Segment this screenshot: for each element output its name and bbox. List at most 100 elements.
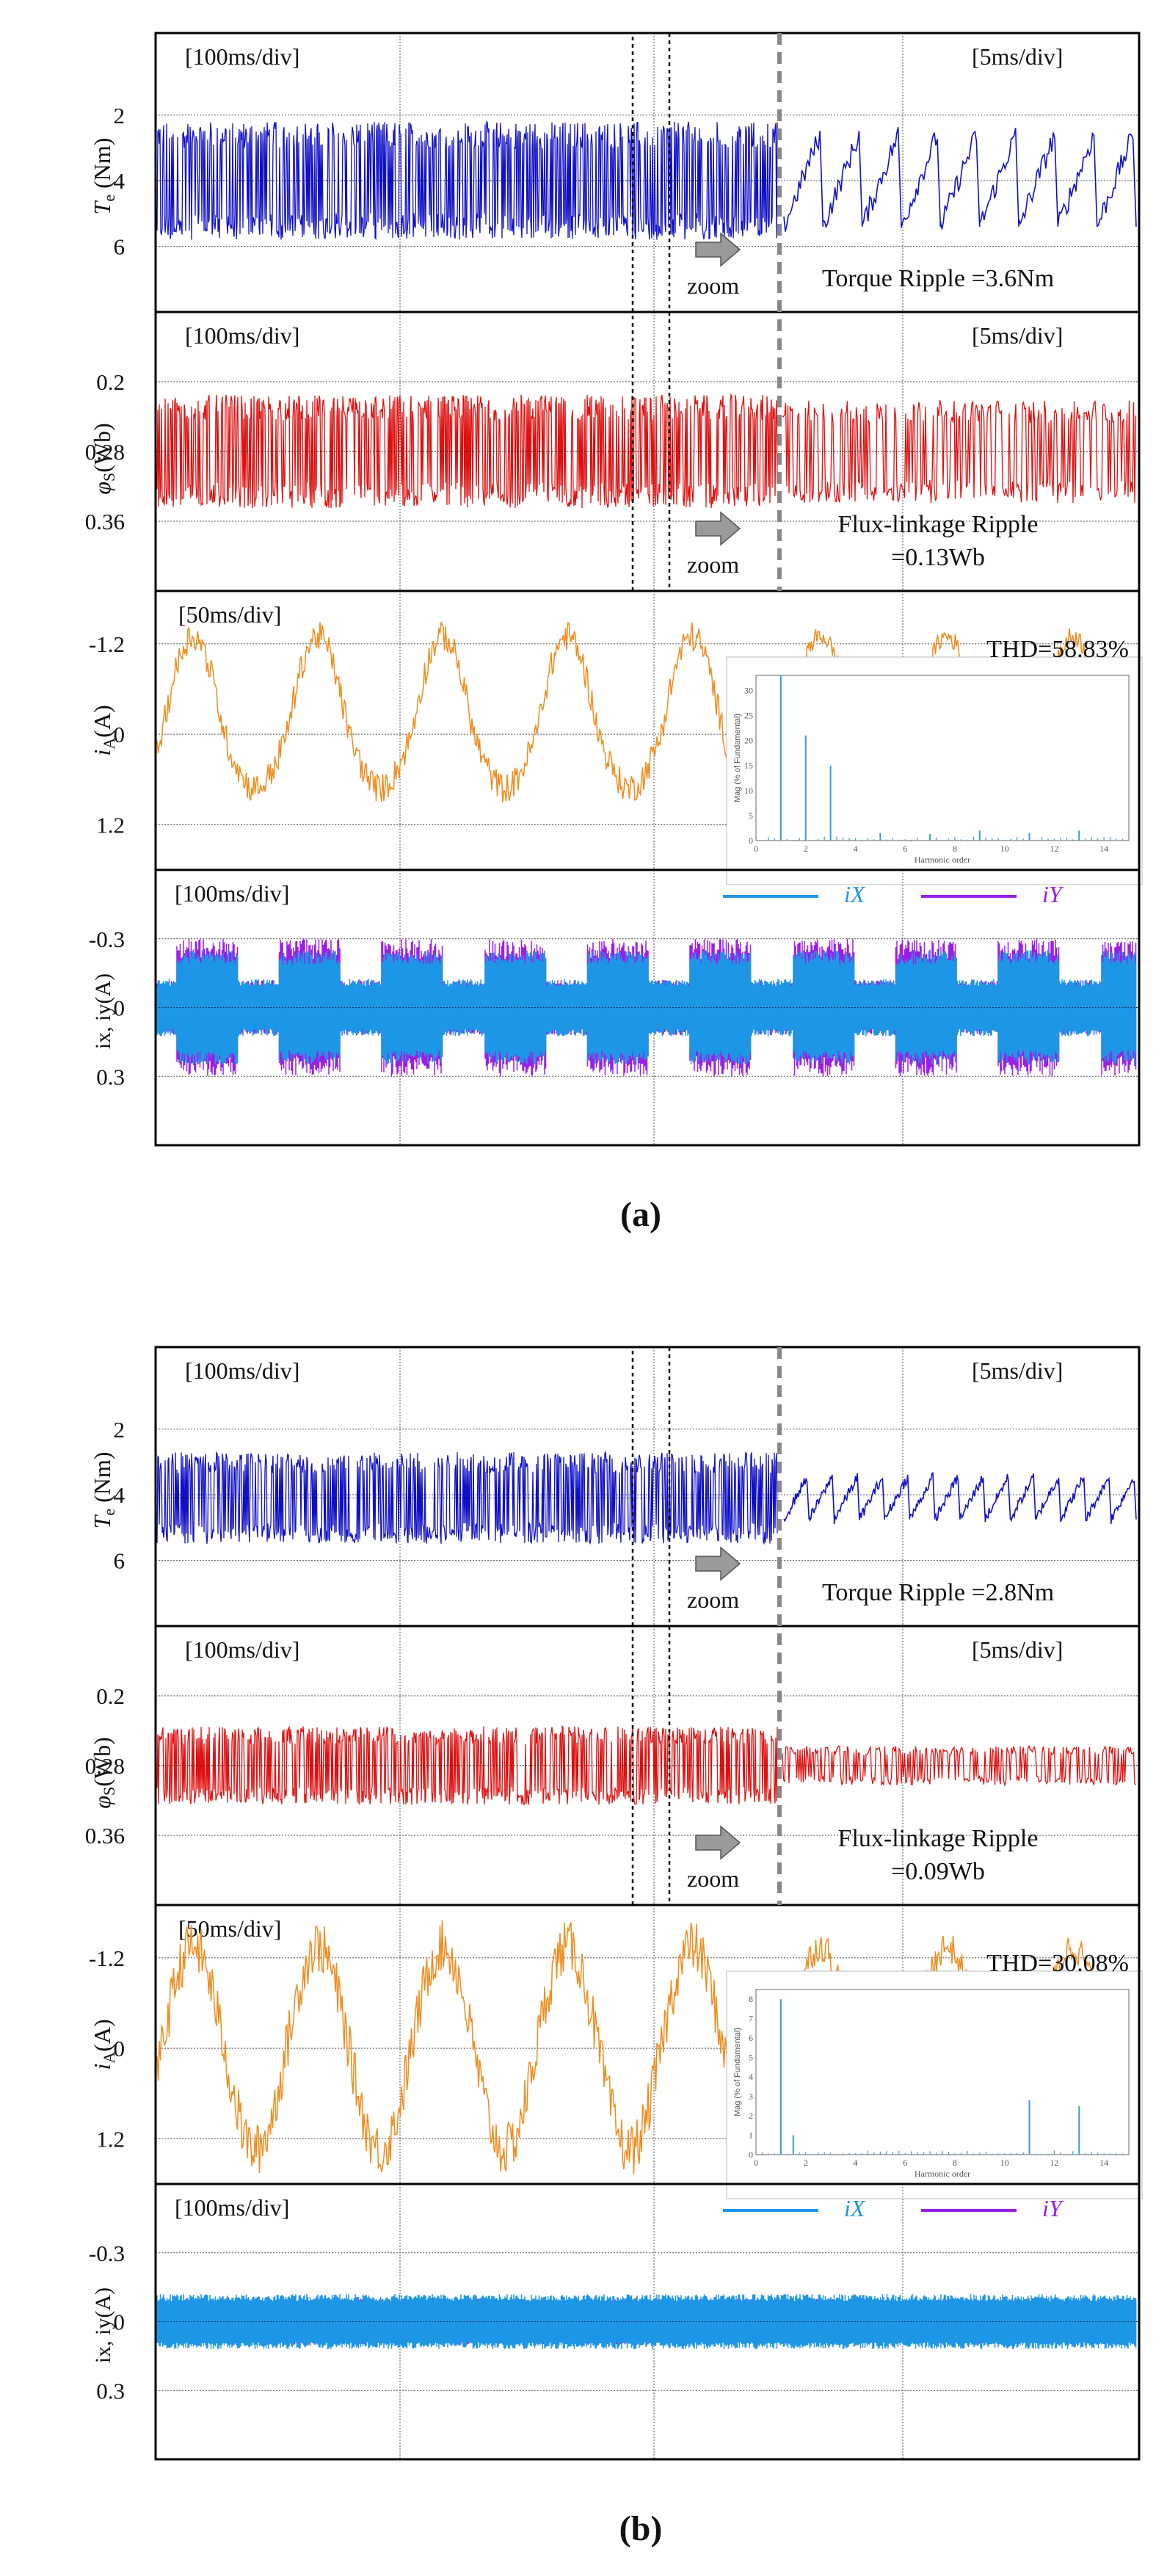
y-label-symbol: φ <box>89 1796 115 1809</box>
figure-caption: (b) <box>619 2509 663 2548</box>
y-axis-label: Te (Nm) <box>89 1452 118 1529</box>
zoom-label: zoom <box>687 272 739 299</box>
y-label-symbol: T <box>89 1514 115 1528</box>
spectrum-y-tick: 6 <box>749 2033 753 2043</box>
spectrum-x-tick: 4 <box>853 2158 857 2168</box>
time-base-right: [5ms/div] <box>972 43 1063 70</box>
phase-current-trace <box>156 1920 780 2174</box>
y-label-subscript: A <box>100 2052 118 2064</box>
spectrum-y-tick: 0 <box>749 835 753 846</box>
thd-label: THD=58.83% <box>986 636 1129 663</box>
torque-ripple-label: Torque Ripple =2.8Nm <box>822 1579 1054 1606</box>
zoom-window-box <box>631 1346 671 1906</box>
xy-current-panel: 0.3 0 -0.3 [100ms/div] ix, iy(A) iX iY <box>89 870 1139 1145</box>
legend-ix-label: iX <box>844 881 866 907</box>
time-base-right: [5ms/div] <box>972 322 1063 349</box>
time-base-right: [5ms/div] <box>972 1636 1063 1663</box>
y-axis-label: φS(Wb) <box>89 1737 118 1808</box>
spectrum-y-tick: 8 <box>749 1994 753 2004</box>
y-tick-label: -0.3 <box>89 926 125 952</box>
time-base-left: [100ms/div] <box>175 2194 289 2221</box>
y-tick-label: -1.2 <box>89 1945 125 1971</box>
y-axis-label: iA(A) <box>89 2019 118 2069</box>
spectrum-x-tick: 8 <box>953 2158 957 2168</box>
spectrum-y-tick: 2 <box>749 2111 753 2121</box>
y-label-symbol: i <box>89 750 115 756</box>
flux-ripple-label-1: Flux-linkage Ripple <box>838 1825 1039 1852</box>
y-tick-label: 0.3 <box>96 2378 125 2403</box>
spectrum-x-tick: 4 <box>853 843 857 854</box>
y-tick-label: 0.36 <box>85 509 125 534</box>
zoom-label: zoom <box>687 551 739 578</box>
zoom-window-box <box>631 32 671 592</box>
spectrum-plot-area <box>755 675 1130 841</box>
zoom-label: zoom <box>687 1865 739 1892</box>
spectrum-x-tick: 14 <box>1099 2158 1108 2168</box>
time-base-left: [100ms/div] <box>175 880 289 907</box>
time-base-left: [100ms/div] <box>185 1357 299 1384</box>
y-tick-label: 4 <box>114 1482 126 1508</box>
y-label-symbol: T <box>89 200 115 214</box>
spectrum-y-tick: 4 <box>749 2072 753 2082</box>
y-tick-label: 0 <box>114 2310 126 2335</box>
xy-current-panel: 0.3 0 -0.3 [100ms/div] ix, iy(A) iX iY <box>89 2184 1139 2459</box>
y-tick-label: 0.28 <box>85 439 125 465</box>
y-label-unit: (Nm) <box>89 1452 115 1509</box>
y-tick-label: 6 <box>114 1548 126 1574</box>
y-axis-label: φS(Wb) <box>89 423 118 494</box>
y-tick-label: -0.3 <box>89 2241 125 2266</box>
legend-iy-label: iY <box>1042 881 1064 907</box>
y-tick-label: 1.2 <box>96 812 125 838</box>
spectrum-y-label: Mag (% of Fundamental) <box>733 2028 742 2116</box>
thd-label: THD=30.08% <box>986 1950 1129 1977</box>
figure-caption: (a) <box>620 1195 661 1234</box>
flux-ripple-label-1: Flux-linkage Ripple <box>838 511 1039 538</box>
y-tick-label: 0 <box>114 722 126 747</box>
spectrum-x-tick: 10 <box>1000 843 1009 854</box>
spectrum-x-tick: 2 <box>804 2158 808 2168</box>
y-axis-label: iA(A) <box>89 705 118 755</box>
spectrum-y-label: Mag (% of Fundamental) <box>733 714 742 802</box>
y-tick-label: 0.2 <box>96 369 125 395</box>
y-tick-label: 6 <box>114 234 126 260</box>
y-axis-label: Te (Nm) <box>89 138 118 215</box>
y-axis-label: ix, iy(A) <box>91 2287 115 2363</box>
y-label-subscript: e <box>100 1509 118 1516</box>
spectrum-x-tick: 14 <box>1099 843 1108 854</box>
time-base-left: [50ms/div] <box>178 601 281 628</box>
spectrum-x-tick: 0 <box>754 843 758 854</box>
y-tick-label: 0.28 <box>85 1753 125 1779</box>
phase-current-panel: 1.20-1.2[50ms/div]iA(A)0 2 4 6 8 10 12 14012345… <box>89 1905 1143 2199</box>
y-tick-label: 0.3 <box>96 1064 125 1089</box>
torque-trace <box>156 1451 778 1545</box>
y-label-subscript: S <box>100 1787 118 1796</box>
y-tick-label: 0 <box>114 995 126 1021</box>
torque-panel: 6 4 2 [100ms/div] [5ms/div] Te (Nm) zoom Torque… <box>89 1347 1139 1626</box>
flux-panel: 0.36 0.28 0.2 [100ms/div] [5ms/div] φS(Wb) zoo… <box>85 1626 1139 1905</box>
spectrum-x-tick: 6 <box>903 2158 907 2168</box>
spectrum-y-tick: 1 <box>749 2130 753 2141</box>
y-tick-label: 2 <box>114 1417 126 1443</box>
y-label-unit: (Wb) <box>89 423 115 473</box>
y-label-unit: (A) <box>89 705 115 737</box>
ix-trace <box>156 950 1137 1065</box>
phase-current-trace <box>156 621 780 803</box>
legend-ix-label: iX <box>844 2195 866 2221</box>
y-tick-label: 4 <box>114 168 126 194</box>
spectrum-y-tick: 30 <box>744 685 753 695</box>
y-label-symbol: i <box>89 2064 115 2070</box>
spectrum-x-label: Harmonic order <box>915 2169 970 2179</box>
time-base-left: [100ms/div] <box>185 1636 299 1663</box>
torque-zoom-trace <box>783 1471 1137 1525</box>
y-tick-label: 0 <box>114 2036 126 2061</box>
zoom-arrow-icon <box>695 232 741 267</box>
phase-current-panel: 1.20-1.2[50ms/div]iA(A)0 2 4 6 8 10 12 14051015… <box>89 591 1143 885</box>
torque-ripple-label: Torque Ripple =3.6Nm <box>822 265 1054 292</box>
spectrum-x-tick: 8 <box>953 843 957 854</box>
y-tick-label: 2 <box>114 103 126 128</box>
flux-ripple-label-2: =0.09Wb <box>891 1858 985 1885</box>
spectrum-x-tick: 10 <box>1000 2158 1009 2168</box>
flux-zoom-trace <box>782 400 1137 504</box>
y-label-symbol: φ <box>89 482 115 495</box>
spectrum-x-tick: 12 <box>1050 843 1058 854</box>
